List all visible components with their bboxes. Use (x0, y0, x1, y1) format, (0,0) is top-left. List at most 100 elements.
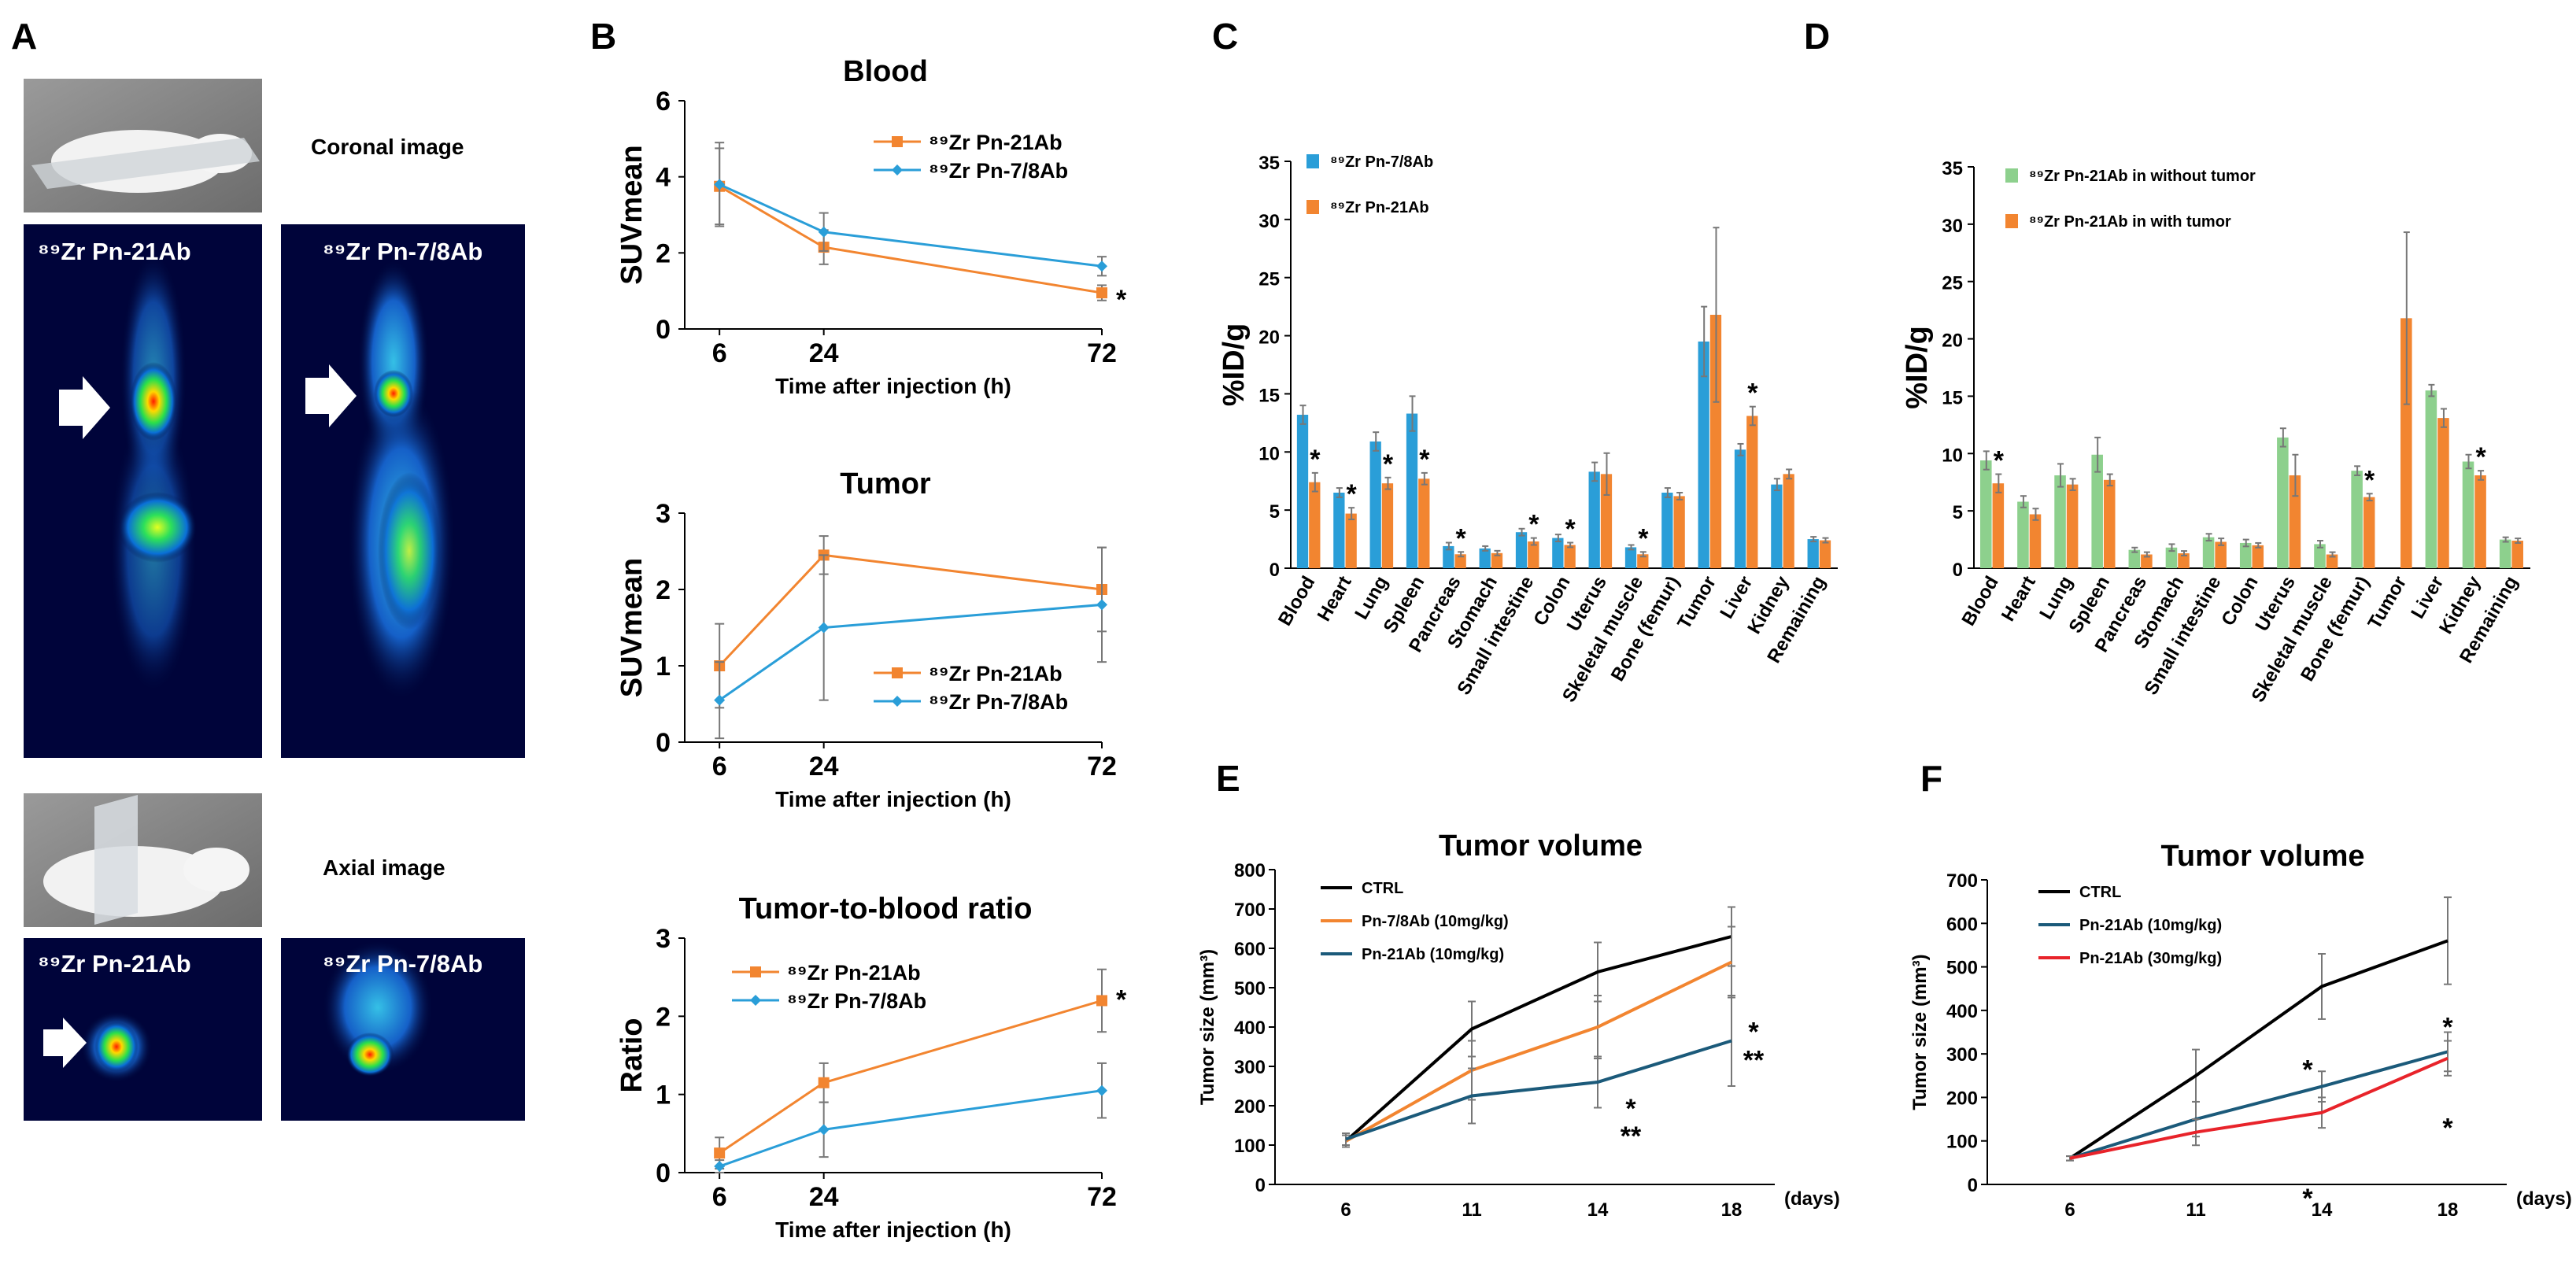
x-tick-label: Heart (1314, 572, 1356, 625)
x-axis-label: Time after injection (h) (775, 374, 1011, 398)
bar (1454, 554, 1466, 568)
y-tick-label: 300 (1234, 1057, 1266, 1078)
data-point (892, 667, 903, 678)
bar (1369, 441, 1381, 568)
y-tick-label: 0 (1953, 560, 1963, 581)
legend-label: ⁸⁹Zr Pn-7/8Ab (929, 159, 1068, 183)
x-tick-label: 72 (1087, 338, 1117, 368)
bar (2474, 475, 2486, 568)
significance-star: * (1528, 510, 1539, 540)
significance-star: * (1116, 285, 1127, 315)
series-line (719, 999, 1103, 1155)
bar (1528, 541, 1539, 568)
bar (2277, 437, 2289, 568)
series-line (719, 1089, 1103, 1168)
panel-label-b: B (590, 16, 616, 57)
significance-star: * (1419, 445, 1430, 475)
y-tick-label: 30 (1258, 211, 1280, 232)
series-line (2068, 939, 2448, 1160)
significance-star: * (2364, 465, 2375, 495)
y-tick-label: 0 (1270, 560, 1280, 581)
chart-c: 05101520253035%ID/g*Blood*Heart*Lung*Spl… (1218, 153, 1838, 706)
bar (1709, 314, 1722, 568)
series-line (1345, 960, 1732, 1143)
chart-title: Tumor-to-blood ratio (739, 892, 1033, 926)
bar (1333, 492, 1345, 568)
y-tick-label: 700 (1234, 900, 1266, 921)
y-tick-label: 4 (656, 163, 671, 193)
bar (2252, 545, 2264, 568)
pet-coronal-pn21: ⁸⁹Zr Pn-21Ab (24, 224, 262, 758)
bar (1443, 545, 1454, 568)
bar (2363, 497, 2375, 568)
bar (2314, 544, 2326, 568)
series-line (719, 185, 1103, 294)
x-tick-label: 11 (1462, 1199, 1481, 1221)
pet-axial-pn21: ⁸⁹Zr Pn-21Ab (24, 938, 262, 1121)
y-tick-label: 400 (1946, 1001, 1978, 1022)
y-tick-label: 35 (1258, 153, 1280, 174)
bar (2326, 554, 2338, 568)
bar (1588, 471, 1600, 568)
x-tick-label: 24 (809, 1182, 839, 1212)
panel-label-e: E (1216, 758, 1240, 799)
y-axis-label: SUVmean (615, 558, 649, 697)
x-tick-label: Heart (1998, 572, 2040, 625)
bar (1479, 548, 1491, 568)
x-tick-label: 18 (2437, 1199, 2459, 1221)
pet-axial-pn78: ⁸⁹Zr Pn-7/8Ab (281, 938, 525, 1121)
bar (1783, 474, 1794, 568)
y-tick-label: 100 (1946, 1132, 1978, 1153)
pet-label-pn21: ⁸⁹Zr Pn-21Ab (38, 238, 191, 265)
mouse-photo-axial (24, 793, 262, 927)
significance-star: * (1383, 449, 1394, 479)
y-axis-label: SUVmean (615, 145, 649, 284)
bar (1661, 492, 1673, 568)
y-tick-label: 0 (656, 728, 671, 758)
legend-swatch (2005, 214, 2018, 228)
y-tick-label: 25 (1942, 273, 1963, 294)
significance-star: * (1456, 523, 1467, 553)
significance-star: * (1310, 445, 1321, 475)
y-tick-label: 600 (1234, 939, 1266, 960)
series-line (1344, 935, 1732, 1143)
y-tick-label: 5 (1953, 502, 1963, 523)
x-tick-label: 24 (809, 752, 839, 781)
series-line (2069, 1056, 2448, 1160)
y-tick-label: 2 (656, 575, 671, 605)
bar (1296, 415, 1309, 568)
series-line (719, 603, 1103, 701)
significance-star: * (1565, 515, 1576, 545)
bar (1345, 513, 1357, 568)
y-axis-label: %ID/g (1218, 323, 1251, 407)
chart-title: Tumor volume (1439, 829, 1643, 863)
y-axis-label: Tumor size (mm³) (1909, 954, 1931, 1110)
significance-star: * (1747, 379, 1758, 408)
bar (1992, 483, 2005, 568)
bar (1564, 545, 1576, 568)
coronal-image-title: Coronal image (311, 135, 464, 159)
legend-label: Pn-21Ab (10mg/kg) (1362, 946, 1504, 963)
chart-e: Tumor volume 0 100 200 300 400 500 600 700 800 6 11… (1197, 829, 1840, 1221)
bar (1771, 484, 1783, 568)
y-tick-label: 6 (656, 87, 671, 116)
data-point (892, 136, 903, 147)
y-tick-label: 1 (656, 652, 671, 682)
panel-label-a: A (11, 16, 37, 57)
bar (2289, 475, 2301, 568)
bar (1673, 496, 1685, 568)
chart-b_ratio: Tumor-to-blood ratio 0 1 2 3 6 24 72 Time after … (615, 892, 1127, 1242)
x-tick-label: 24 (809, 338, 839, 368)
y-tick-label: 0 (656, 315, 671, 345)
bar (2400, 318, 2412, 568)
significance-star: * (1116, 985, 1127, 1014)
data-point (818, 226, 830, 238)
y-axis-label: %ID/g (1901, 326, 1934, 409)
data-point (714, 1147, 726, 1159)
x-tick-label: 72 (1087, 752, 1117, 781)
y-tick-label: 200 (1946, 1088, 1978, 1109)
x-tick-label: 11 (2186, 1199, 2205, 1221)
bar (2462, 461, 2474, 568)
series-line (2069, 1050, 2448, 1160)
